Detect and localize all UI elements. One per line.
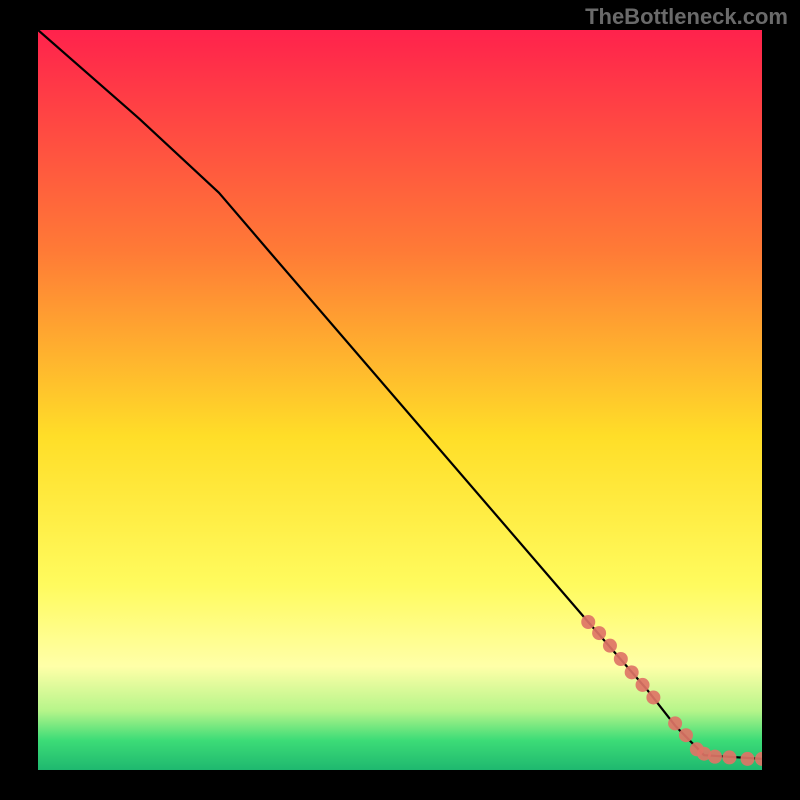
data-marker [603, 639, 617, 653]
data-marker [646, 690, 660, 704]
data-marker [668, 716, 682, 730]
data-marker [581, 615, 595, 629]
data-marker [625, 665, 639, 679]
data-marker [679, 728, 693, 742]
data-marker [722, 750, 736, 764]
data-marker [592, 626, 606, 640]
data-marker [614, 652, 628, 666]
watermark-text: TheBottleneck.com [585, 4, 788, 30]
data-marker [636, 678, 650, 692]
chart-svg [38, 30, 762, 770]
gradient-background [38, 30, 762, 770]
chart-container: TheBottleneck.com [0, 0, 800, 800]
data-marker [708, 750, 722, 764]
data-marker [741, 752, 755, 766]
plot-area [38, 30, 762, 770]
